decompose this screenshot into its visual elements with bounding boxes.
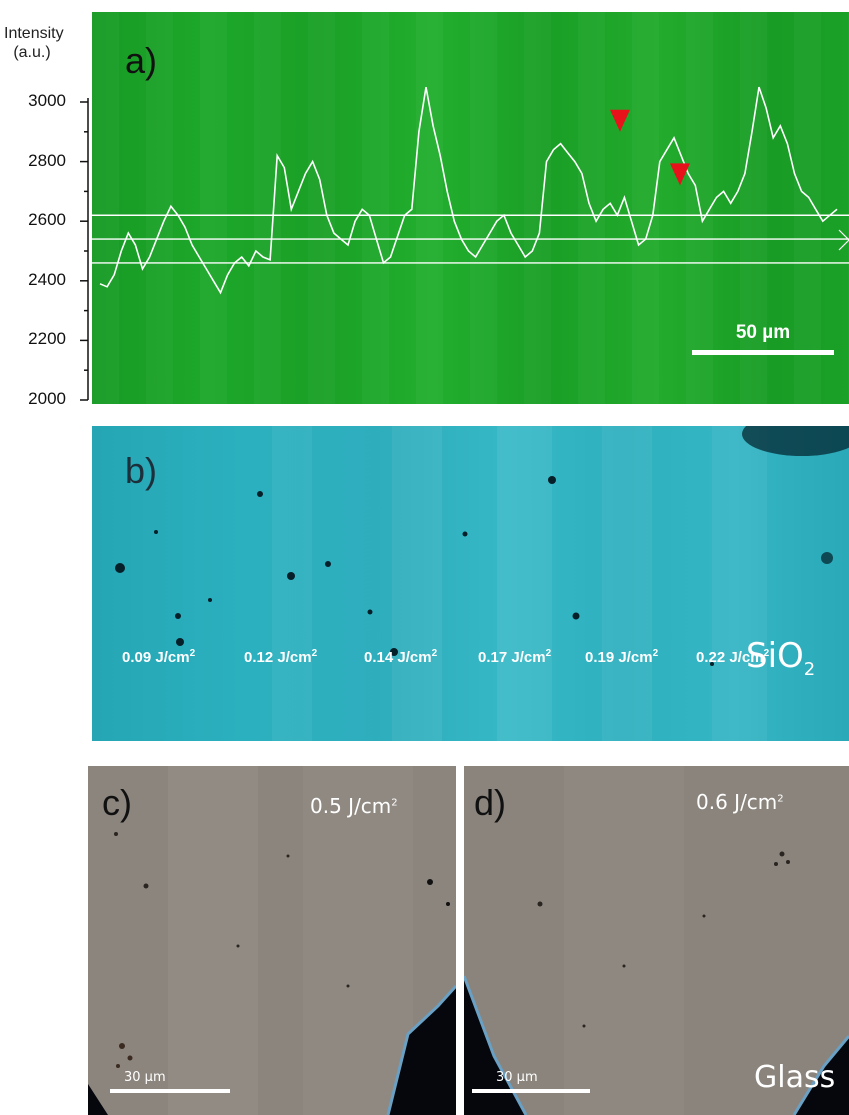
intensity-profile-line (99, 86, 838, 295)
y-tick-label-2000: 2000 (28, 389, 66, 408)
fluence-label-3: 0.14 J/cm2 (364, 648, 438, 666)
fluence-label-d: 0.6 J/cm2 (696, 790, 784, 814)
panel-d-letter: d) (474, 782, 507, 823)
scale-bar-a (692, 350, 834, 355)
marker-triangle-2 (670, 163, 690, 186)
y-tick-label-2400: 2400 (28, 270, 66, 289)
marker-triangle-1 (610, 109, 630, 132)
panel-a-fluorescence-image: a) 50 µm (92, 12, 849, 404)
scale-bar-d (472, 1089, 590, 1093)
y-axis-title-line1: Intensity (4, 25, 64, 42)
fluence-label-5: 0.19 J/cm2 (585, 648, 659, 666)
y-tick-label-2600: 2600 (28, 210, 66, 229)
panel-a-letter: a) (125, 40, 158, 81)
panel-d-micrograph: d) 0.6 J/cm2 30 µm Glass (464, 766, 849, 1115)
y-tick-label-2200: 2200 (28, 329, 66, 348)
material-label-glass: Glass (754, 1060, 836, 1095)
panel-c-texture (88, 766, 456, 1115)
fluence-label-1: 0.09 J/cm2 (122, 648, 196, 666)
y-axis-title-line2: (a.u.) (13, 44, 51, 61)
y-tick-label-2800: 2800 (28, 151, 66, 170)
panel-b-sio2-image: b) 0.09 J/cm2 0.12 J/cm2 0.14 J/cm2 0.17… (92, 426, 849, 741)
y-tick-label-3000: 3000 (28, 91, 66, 110)
fluence-label-6: 0.22 J/cm2 (696, 648, 770, 666)
scale-bar-a-label: 50 µm (735, 322, 791, 343)
y-axis (80, 98, 89, 401)
scale-bar-c (110, 1089, 230, 1093)
scale-bar-d-label: 30 µm (496, 1070, 538, 1085)
material-label-sio2: SiO2 (746, 636, 816, 680)
scale-bar-c-label: 30 µm (124, 1070, 166, 1085)
y-axis-title: Intensity (a.u.) (4, 24, 64, 62)
panel-c-micrograph: c) 0.5 J/cm2 30 µm (88, 766, 456, 1115)
panel-b-texture (115, 426, 849, 741)
panel-c-letter: c) (102, 782, 132, 823)
panel-b-letter: b) (125, 450, 158, 491)
fluence-label-2: 0.12 J/cm2 (244, 648, 318, 666)
panel-d-texture (464, 766, 849, 1115)
panel-a-overlay (92, 12, 849, 404)
fluence-label-4: 0.17 J/cm2 (478, 648, 552, 666)
fluence-label-c: 0.5 J/cm2 (310, 794, 398, 818)
